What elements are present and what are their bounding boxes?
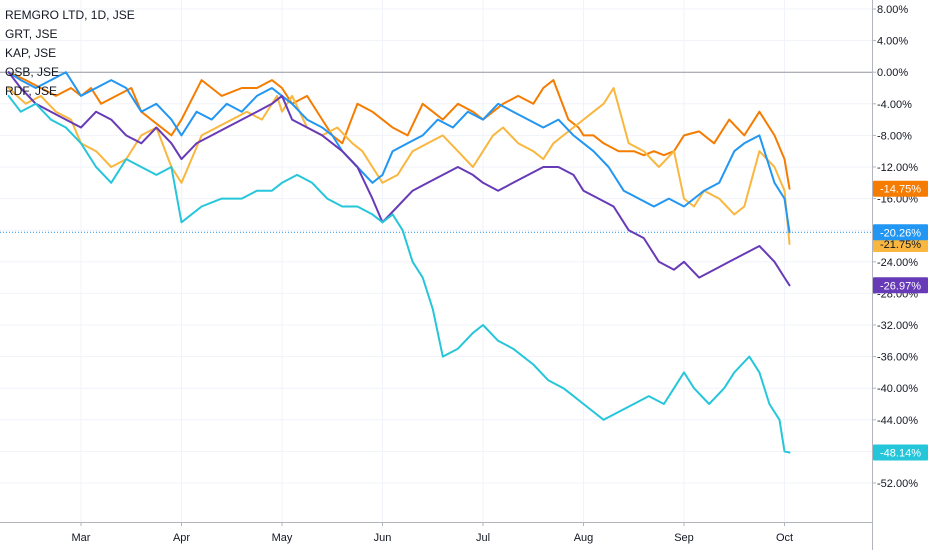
legend-compare-symbol[interactable]: RDF, JSE bbox=[5, 84, 58, 98]
series-line-cyan[interactable] bbox=[7, 94, 791, 454]
series-line-yellow[interactable] bbox=[7, 87, 791, 245]
x-tick-label: Oct bbox=[776, 532, 793, 544]
series-line-purple[interactable] bbox=[7, 71, 791, 287]
y-tick-label: 0.00% bbox=[877, 67, 908, 79]
last-value-label-text: -48.14% bbox=[880, 448, 921, 460]
last-value-label-text: -21.75% bbox=[880, 239, 921, 251]
series-line-orange[interactable] bbox=[7, 71, 791, 190]
y-tick-label: -36.00% bbox=[877, 352, 918, 364]
last-value-label-cyan: -48.14% bbox=[873, 444, 928, 461]
last-value-label-bg bbox=[873, 444, 928, 461]
last-value-label-text: -26.97% bbox=[880, 280, 921, 292]
legend-compare-symbol[interactable]: OSB, JSE bbox=[5, 65, 60, 79]
legend-main-symbol[interactable]: REMGRO LTD, 1D, JSE bbox=[5, 8, 135, 22]
y-tick-label: -44.00% bbox=[877, 415, 918, 427]
legend-compare-symbol[interactable]: GRT, JSE bbox=[5, 27, 58, 41]
y-tick-label: -40.00% bbox=[877, 383, 918, 395]
price-axis: 8.00%4.00%0.00%-4.00%-8.00%-12.00%-16.00… bbox=[872, 0, 918, 550]
x-tick-label: May bbox=[272, 532, 293, 544]
y-tick-label: -24.00% bbox=[877, 257, 918, 269]
y-tick-label: -32.00% bbox=[877, 320, 918, 332]
x-tick-label: Aug bbox=[574, 532, 594, 544]
y-tick-label: -4.00% bbox=[877, 99, 912, 111]
legend-compare-symbol[interactable]: KAP, JSE bbox=[5, 46, 57, 60]
series-line-blue[interactable] bbox=[7, 71, 791, 234]
x-tick-label: Mar bbox=[72, 532, 91, 544]
last-value-label-bg bbox=[873, 277, 928, 294]
y-tick-label: 8.00% bbox=[877, 4, 908, 16]
last-value-label-bg bbox=[873, 180, 928, 197]
last-value-label-blue: -20.26% bbox=[873, 224, 928, 241]
last-value-label-text: -20.26% bbox=[880, 227, 921, 239]
series-lines bbox=[7, 71, 791, 454]
last-value-labels: -14.75% -21.75%-20.26% -26.97% -48.14% bbox=[873, 180, 928, 461]
x-tick-label: Sep bbox=[674, 532, 694, 544]
x-tick-label: Jul bbox=[476, 532, 490, 544]
last-value-label-text: -14.75% bbox=[880, 184, 921, 196]
x-tick-label: Jun bbox=[374, 532, 392, 544]
y-tick-label: 4.00% bbox=[877, 36, 908, 48]
last-value-label-orange: -14.75% bbox=[873, 180, 928, 197]
time-axis: Mar Apr May Jun Jul Aug Sep Oct bbox=[0, 522, 872, 544]
grid bbox=[0, 0, 872, 522]
last-value-label-purple: -26.97% bbox=[873, 277, 928, 294]
legend: REMGRO LTD, 1D, JSE GRT, JSE KAP, JSE OS… bbox=[5, 6, 135, 101]
x-tick-label: Apr bbox=[173, 532, 190, 544]
last-value-label-bg bbox=[873, 224, 928, 241]
y-tick-label: -8.00% bbox=[877, 130, 912, 142]
y-tick-label: -12.00% bbox=[877, 162, 918, 174]
y-tick-label: -52.00% bbox=[877, 478, 918, 490]
